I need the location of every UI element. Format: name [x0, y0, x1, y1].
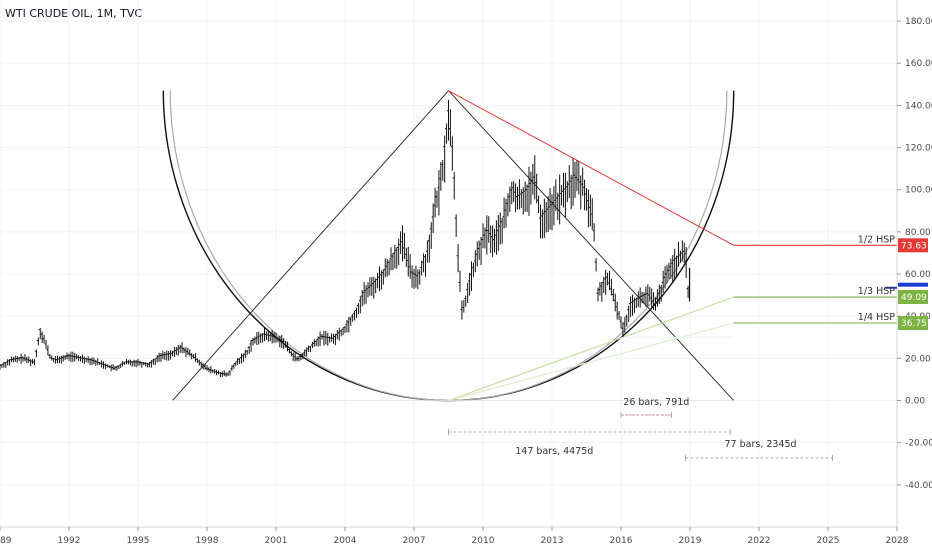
quarter-hsp-tag: 36.75	[901, 319, 927, 329]
price-tick-label: 20.00	[905, 354, 931, 364]
price-tick-label: -20.00	[905, 439, 932, 449]
triangle-right-leg	[448, 90, 735, 401]
price-tick-label: 80.00	[905, 228, 931, 238]
time-tick-label: 2019	[679, 536, 702, 546]
range-2-label: 147 bars, 4475d	[515, 446, 593, 457]
time-tick-label: 2004	[334, 536, 357, 546]
time-tick-label: 2010	[472, 536, 495, 546]
price-tick-label: 160.00	[905, 59, 932, 69]
price-bars	[0, 99, 691, 378]
time-axis: 1989 1992 1995 1998 2001 2004 2007 2010 2013 2016…	[0, 526, 909, 546]
time-tick-label: 2001	[265, 536, 288, 546]
time-tick-label: 1995	[127, 536, 150, 546]
half-hsp-tag: 73.63	[901, 241, 927, 251]
current-price-marker	[898, 282, 928, 287]
price-tick-label: 100.00	[905, 186, 932, 196]
range-1-label: 26 bars, 791d	[623, 397, 689, 408]
price-tick-label: 0.00	[905, 397, 925, 407]
half-hsp-label: 1/2 HSP	[858, 234, 895, 245]
price-tick-label: 120.00	[905, 144, 932, 154]
third-hsp-tag-bg	[898, 290, 928, 305]
quarter-hsp-diagonal	[448, 322, 734, 402]
range-3-label: 77 bars, 2345d	[725, 439, 797, 450]
drawings	[162, 90, 897, 461]
price-tick-label: 60.00	[905, 270, 931, 280]
half-hsp-tag-bg	[898, 238, 928, 253]
quarter-hsp-tag-bg	[898, 316, 928, 331]
third-hsp-diagonal	[448, 296, 734, 402]
price-tick-label: -40.00	[905, 481, 932, 491]
chart-title: WTI CRUDE OIL, 1M, TVC	[5, 7, 143, 20]
time-tick-label: 1989	[0, 536, 12, 546]
quarter-hsp-label: 1/4 HSP	[858, 312, 895, 323]
annotation-labels: 26 bars, 791d 147 bars, 4475d 77 bars, 234…	[515, 234, 895, 457]
price-axis: 180.00 160.00 140.00 120.00 100.00 80.00 60.00…	[885, 0, 932, 550]
triangle-left-leg	[172, 90, 449, 401]
time-tick-label: 2028	[886, 536, 909, 546]
price-tick-label: 180.00	[905, 17, 932, 27]
time-tick-label: 2022	[748, 536, 771, 546]
half-hsp-diagonal	[448, 90, 734, 246]
time-tick-label: 1992	[58, 536, 81, 546]
price-tick-label: 140.00	[905, 101, 932, 111]
third-hsp-tag: 49.09	[901, 293, 927, 303]
third-hsp-label: 1/3 HSP	[858, 286, 895, 297]
time-tick-label: 2016	[610, 536, 633, 546]
time-tick-label: 2007	[403, 536, 426, 546]
price-axis-bg	[897, 0, 932, 550]
time-tick-label: 2013	[541, 536, 564, 546]
time-tick-label: 1998	[196, 536, 219, 546]
time-tick-label: 2025	[817, 536, 840, 546]
